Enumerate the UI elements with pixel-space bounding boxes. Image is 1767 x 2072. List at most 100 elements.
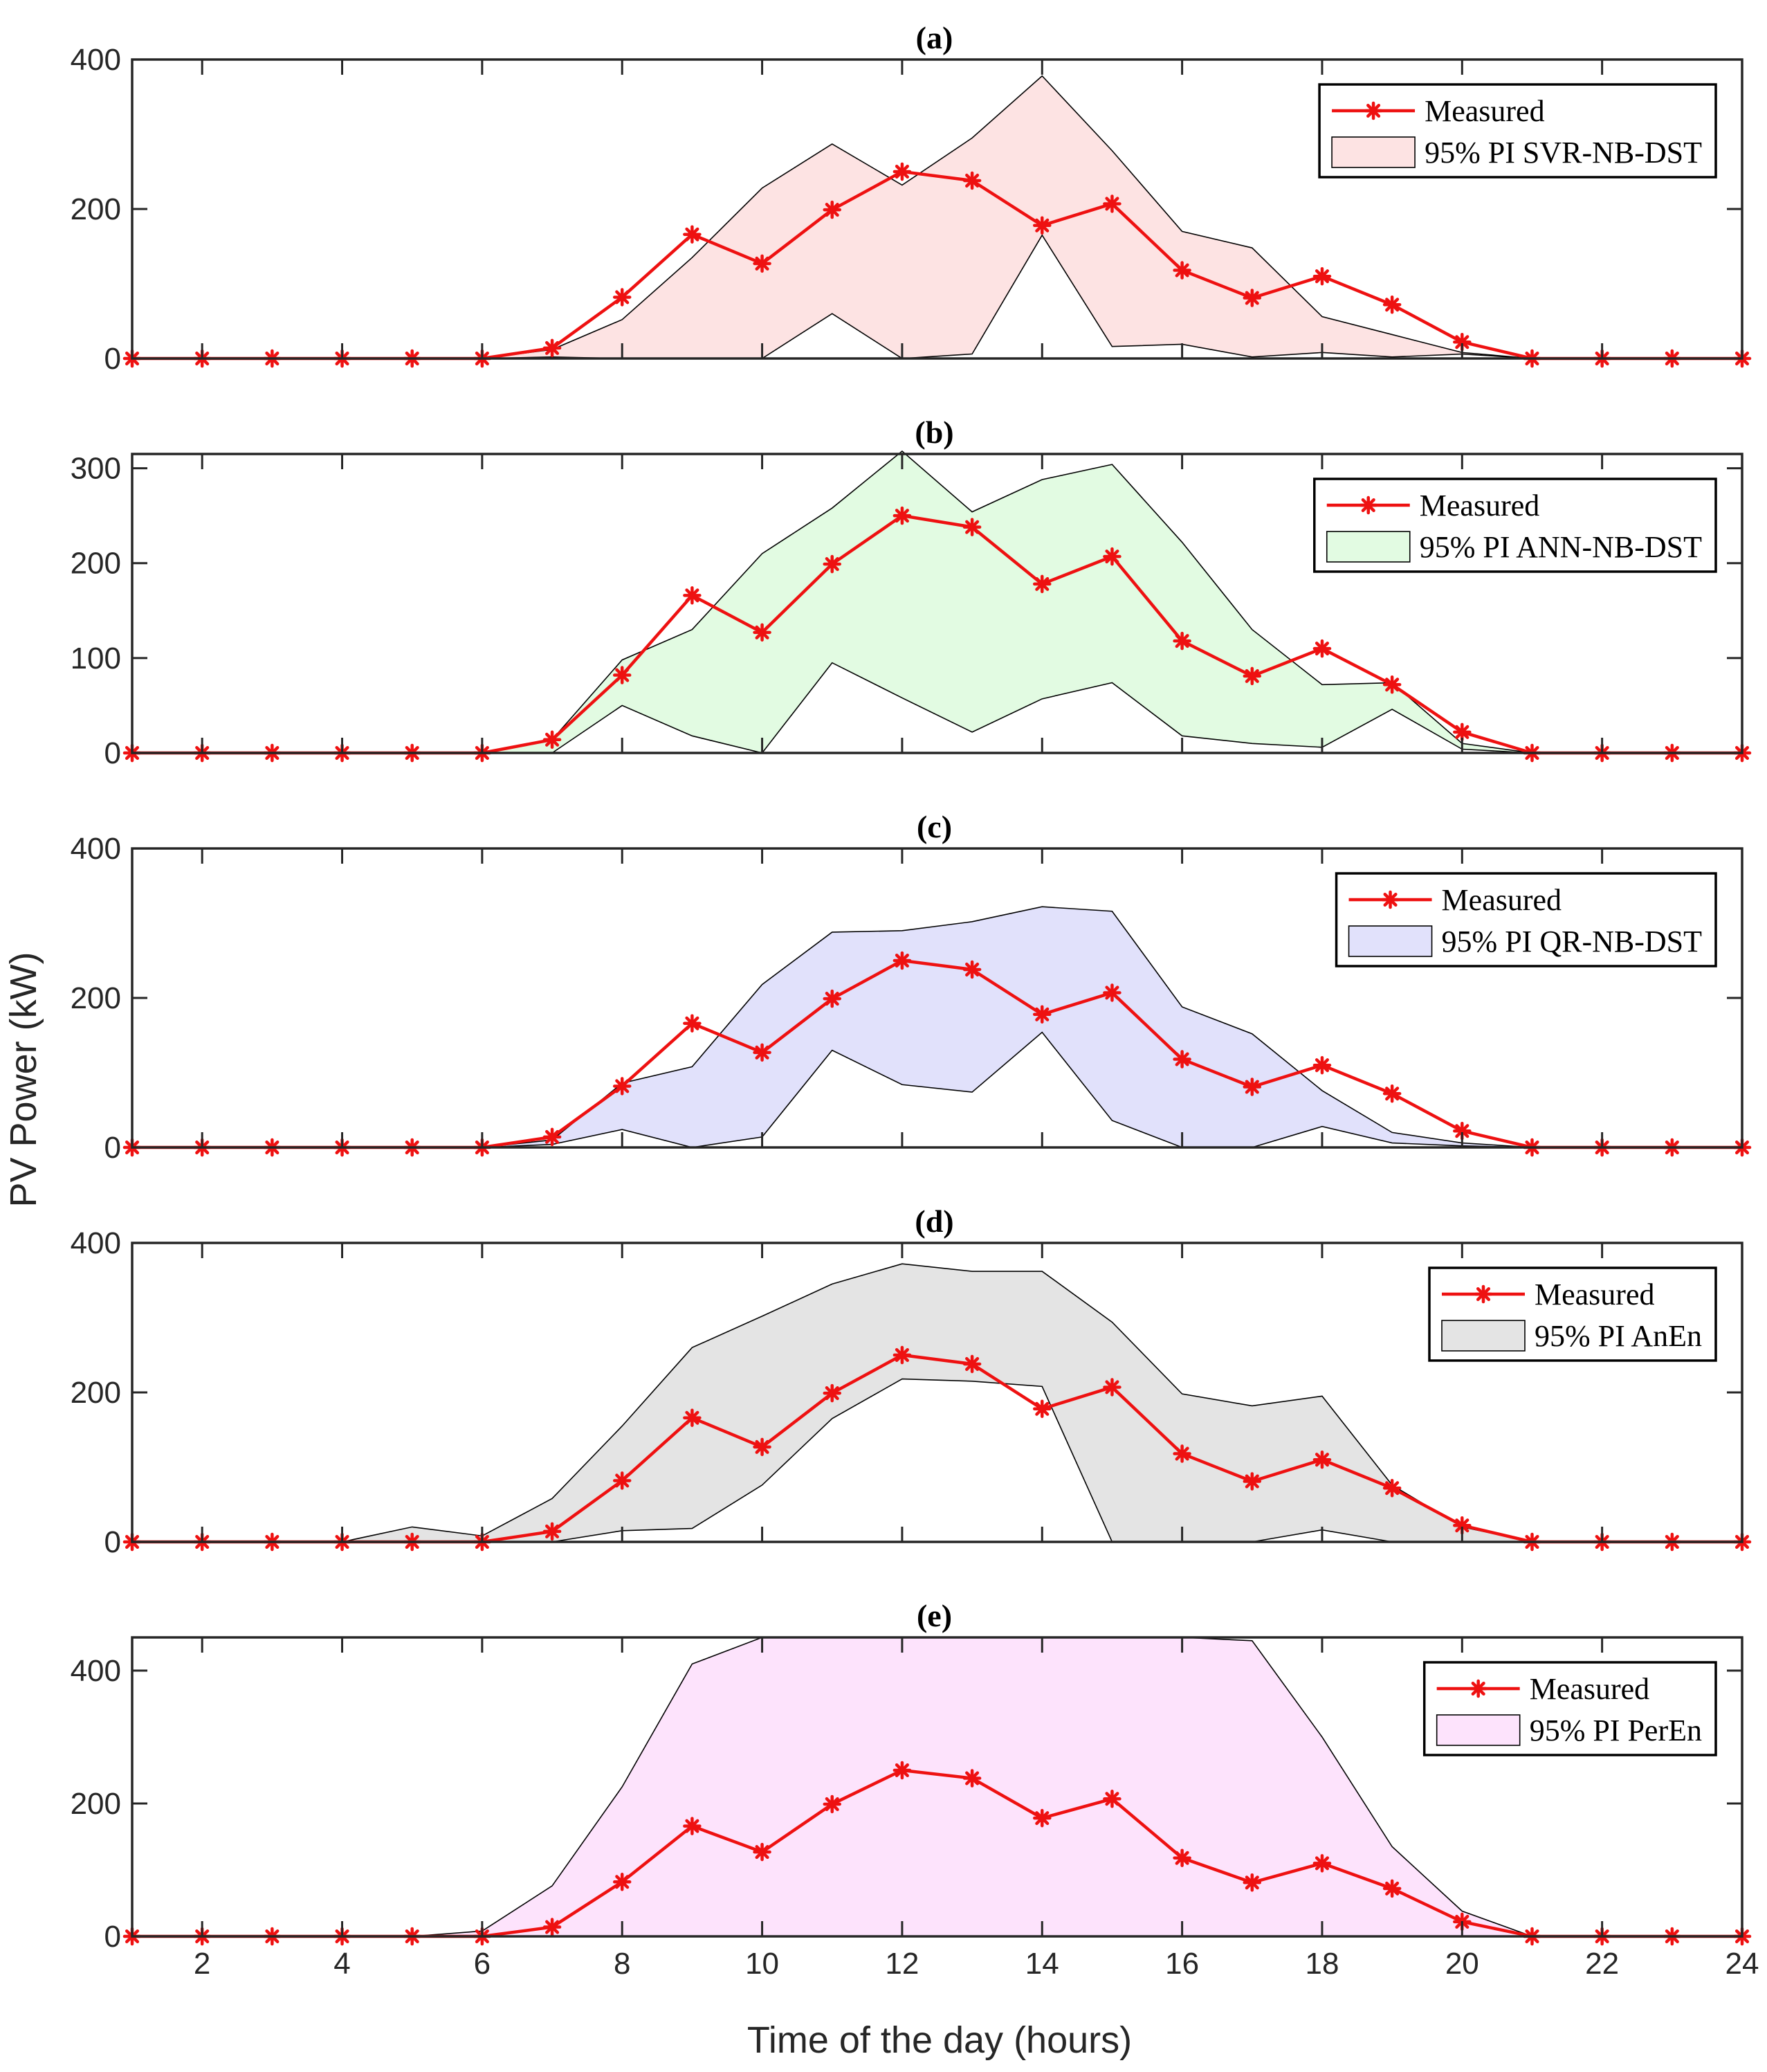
marker-stroke [1245,291,1259,305]
x-tick-label: 2 [194,1947,210,1981]
measured-point [1382,675,1402,694]
y-tick-label: 400 [71,1654,121,1688]
marker-stroke [1245,669,1259,683]
marker-stroke [1383,892,1398,907]
measured-point [683,1817,702,1835]
marker-stroke [825,1386,839,1401]
legend-label-measured: Measured [1530,1672,1650,1706]
measured-point [1382,1084,1402,1103]
marker-stroke [965,962,980,976]
panel-title: (a) [916,20,953,55]
measured-point [1173,1050,1191,1069]
legend-label-interval: 95% PI QR-NB-DST [1442,925,1703,958]
legend-label-measured: Measured [1535,1278,1655,1311]
measured-point [1103,1790,1121,1808]
panel-title: (b) [915,415,953,450]
measured-point [1173,261,1191,280]
marker-stroke [755,1845,769,1860]
legend-swatch-measured-marker [1469,1679,1487,1698]
axes-box [131,1636,1743,1938]
legend-swatch-interval [1331,136,1416,168]
marker-stroke [1315,1453,1329,1467]
measured-point [823,200,841,219]
legend: Measured 95% PI SVR-NB-DST [1318,83,1717,179]
y-tick-label: 0 [104,1525,121,1559]
legend-label-interval: 95% PI AnEn [1535,1319,1702,1353]
measured-point [1173,1848,1191,1867]
measured-point [753,1437,771,1457]
marker-stroke [1385,1481,1400,1496]
marker-stroke [1035,1401,1050,1416]
y-tick-label: 0 [104,736,121,770]
measured-point [753,254,771,273]
y-axis-label: PV Power (kW) [3,952,44,1207]
marker-stroke [685,588,699,603]
x-tick-label: 14 [1025,1947,1059,1981]
measured-point [542,338,562,358]
interval-band [132,1264,1742,1542]
measured-point [1033,216,1052,235]
panel-title: (d) [915,1203,953,1239]
marker-stroke [1385,678,1400,692]
measured-point [962,518,982,536]
marker-stroke [895,509,909,523]
y-tick-label: 400 [71,1226,121,1260]
measured-point [1312,1854,1332,1873]
marker-stroke [1455,1518,1470,1533]
legend-label-interval: 95% PI ANN-NB-DST [1420,530,1702,564]
legend-swatch-measured-marker [1381,890,1400,909]
marker-stroke [615,1473,630,1488]
measured-point [1033,574,1052,594]
measured-point [823,1794,841,1814]
panel-a: 0 200 400 (a) Measured 95% PI SVR-NB-DST [71,20,1752,376]
legend-swatch-interval [1441,1320,1526,1352]
measured-point [683,1014,702,1033]
marker-stroke [1175,1052,1189,1066]
measured-point [612,288,632,307]
measured-point [753,623,771,642]
measured-point [1243,1472,1262,1491]
marker-stroke [615,1875,630,1889]
y-tick-label: 0 [104,1920,121,1954]
measured-point [962,1354,982,1374]
interval-band [132,907,1742,1147]
legend-label-interval: 95% PI PerEn [1530,1714,1702,1747]
measured-point [1382,295,1402,314]
legend: Measured 95% PI AnEn [1428,1266,1717,1362]
measured-point [1103,1378,1121,1397]
legend-swatch-measured-marker [1364,101,1383,120]
marker-stroke [685,1410,699,1425]
measured-point [612,1471,632,1490]
marker-stroke [825,557,839,572]
measured-point [683,586,702,605]
legend-swatch-interval [1436,1714,1521,1746]
measured-point [1312,1055,1332,1075]
measured-point [823,1383,841,1403]
marker-stroke [1455,1124,1470,1138]
marker-stroke [1361,498,1375,513]
measured-point [892,506,912,525]
y-tick-label: 0 [104,342,121,376]
legend-label-measured: Measured [1420,489,1540,522]
measured-point [962,171,982,190]
marker-stroke [1105,985,1119,1000]
measured-point [1243,666,1262,686]
x-tick-label: 22 [1585,1947,1619,1981]
marker-stroke [1245,1080,1259,1094]
y-tick-label: 200 [71,1787,121,1821]
marker-stroke [545,1920,560,1934]
marker-stroke [1105,1380,1119,1394]
marker-stroke [1385,298,1400,312]
x-axis-label: Time of the day (hours) [747,2019,1132,2061]
marker-stroke [1175,1446,1189,1461]
measured-point [1103,547,1121,566]
marker-stroke [1175,263,1189,278]
measured-point [1312,1450,1332,1469]
measured-point [612,1077,632,1096]
marker-stroke [545,1524,560,1538]
marker-stroke [1245,1875,1259,1890]
measured-point [962,960,982,979]
marker-stroke [825,203,839,217]
measured-point [753,1842,771,1862]
marker-stroke [1315,1058,1329,1073]
